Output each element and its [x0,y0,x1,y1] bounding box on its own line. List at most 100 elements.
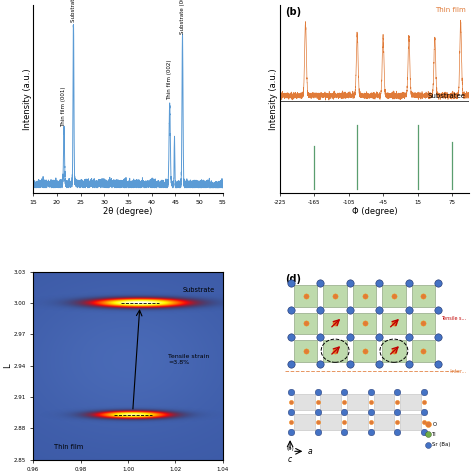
Text: (d): (d) [285,273,301,283]
Y-axis label: L: L [3,364,12,368]
Point [302,319,310,327]
Polygon shape [294,414,315,429]
Y-axis label: Intensity (a.u.): Intensity (a.u.) [23,68,32,129]
Point [393,388,401,396]
Point [434,333,442,341]
Polygon shape [382,285,406,307]
Point [424,430,431,438]
Point [346,279,354,286]
Point [420,408,428,416]
Point [405,306,412,314]
Point [367,388,374,396]
Point [287,388,295,396]
Point [393,408,401,416]
Point [317,361,324,368]
Point [390,292,398,300]
Point [302,347,310,355]
Text: Substrate (002): Substrate (002) [180,0,185,34]
Point [346,306,354,314]
Point [287,333,295,341]
Polygon shape [323,285,347,307]
Point [420,418,428,426]
Point [424,441,431,448]
Polygon shape [323,312,347,334]
Point [361,319,368,327]
Point [340,398,348,406]
Point [340,428,348,435]
Point [375,333,383,341]
Point [420,398,428,406]
Point [434,279,442,286]
Point [287,306,295,314]
Point [340,418,348,426]
Polygon shape [294,285,318,307]
Point [287,428,295,435]
Point [317,306,324,314]
Point [405,361,412,368]
Point [287,279,295,286]
Polygon shape [353,340,376,362]
Point [390,347,398,355]
Polygon shape [294,312,318,334]
Point [420,388,428,396]
Point [390,319,398,327]
Point [361,347,368,355]
Text: Tensile s...: Tensile s... [441,316,466,321]
Text: Ti: Ti [432,432,437,437]
Polygon shape [347,414,368,429]
Polygon shape [411,340,435,362]
Point [419,347,427,355]
Point [420,428,428,435]
Point [419,319,427,327]
Point [367,418,374,426]
Point [287,398,295,406]
Point [434,306,442,314]
Point [346,333,354,341]
Text: O: O [432,421,436,427]
Point [287,408,295,416]
Point [314,428,321,435]
Point [331,319,339,327]
Text: (b): (b) [285,7,301,17]
Point [434,361,442,368]
Point [287,361,295,368]
Point [340,408,348,416]
Point [393,398,401,406]
Point [405,279,412,286]
Point [405,333,412,341]
Point [419,292,427,300]
Point [367,398,374,406]
Text: Tensile strain
=3.8%: Tensile strain =3.8% [168,354,210,365]
X-axis label: 2θ (degree): 2θ (degree) [103,207,153,216]
Polygon shape [411,285,435,307]
Point [287,418,295,426]
Point [375,279,383,286]
Polygon shape [347,394,368,410]
Polygon shape [353,312,376,334]
Text: Thin film: Thin film [54,444,83,450]
Text: - Inter...: - Inter... [447,369,466,374]
Polygon shape [400,394,421,410]
Point [314,418,321,426]
Point [317,333,324,341]
Polygon shape [294,394,315,410]
Text: Substratee: Substratee [428,93,465,99]
Point [375,306,383,314]
Point [302,292,310,300]
Polygon shape [320,394,341,410]
Point [361,292,368,300]
Point [393,428,401,435]
Polygon shape [382,340,406,362]
Point [314,388,321,396]
Text: Thin film (001): Thin film (001) [62,86,66,127]
Point [367,408,374,416]
Text: Thin film (002): Thin film (002) [167,59,172,100]
Polygon shape [374,414,394,429]
Text: (b): (b) [286,446,294,451]
Polygon shape [294,340,318,362]
Text: Substrate (001): Substrate (001) [71,0,76,22]
Point [317,279,324,286]
Point [331,292,339,300]
Point [314,398,321,406]
Text: Thin film: Thin film [435,7,465,13]
